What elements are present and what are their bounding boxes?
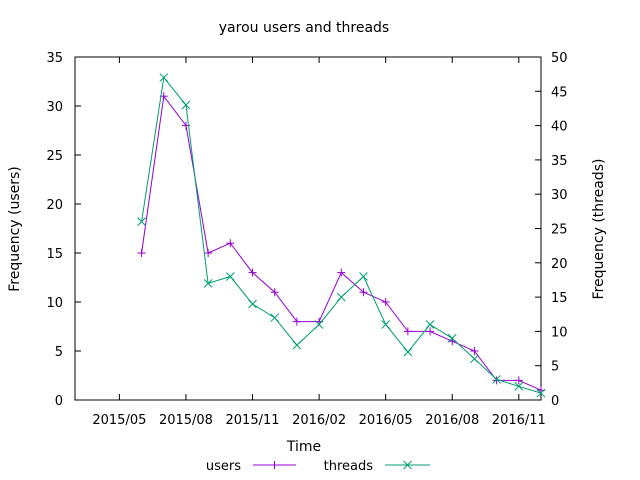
data-point-threads <box>270 313 280 323</box>
y-axis-right-title: Frequency (threads) <box>591 159 607 300</box>
series-layer <box>137 73 546 398</box>
data-point-users <box>137 249 146 257</box>
data-point-users <box>248 268 257 277</box>
y2-tick-label: 30 <box>551 188 568 203</box>
data-point-users <box>403 327 412 336</box>
x-axis-title: Time <box>286 439 321 455</box>
legend-label: threads <box>324 459 374 474</box>
data-point-threads <box>425 320 435 329</box>
x-tick-label: 2016/08 <box>425 413 479 428</box>
series-line-threads <box>141 76 542 394</box>
data-point-users <box>381 298 390 306</box>
series-threads <box>137 73 546 398</box>
y2-tick-label: 45 <box>551 85 568 100</box>
legend-marker <box>270 461 279 469</box>
data-point-threads <box>181 100 191 110</box>
data-point-threads <box>292 340 302 350</box>
data-point-threads <box>470 354 479 364</box>
data-point-users <box>204 249 213 257</box>
y-axis-left-title: Frequency (users) <box>7 166 23 292</box>
data-point-threads <box>514 381 524 391</box>
y2-tick-label: 15 <box>551 291 568 306</box>
x-tick-label: 2015/08 <box>159 413 213 428</box>
y-tick-label: 35 <box>46 51 63 66</box>
legend-item-threads: threads <box>324 459 430 474</box>
y2-tick-label: 25 <box>551 223 568 238</box>
x-tick-label: 2016/11 <box>492 413 546 428</box>
y-tick-label: 30 <box>46 100 63 115</box>
y2-tick-label: 40 <box>551 120 568 135</box>
data-point-users <box>426 327 435 336</box>
x-tick-label: 2016/02 <box>292 413 346 428</box>
data-point-threads <box>248 299 257 309</box>
data-point-threads <box>225 272 235 281</box>
y-axis-right: 0 5 10 15 20 25 30 35 40 45 50 <box>535 51 568 409</box>
x-tick-label: 2015/11 <box>226 413 280 428</box>
y-tick-label: 15 <box>46 247 63 262</box>
data-point-users <box>470 347 479 355</box>
x-axis: 2015/05 2015/08 2015/11 2016/02 2016/05 2016/… <box>92 57 546 428</box>
data-point-threads <box>492 375 501 384</box>
y2-tick-label: 50 <box>551 51 568 66</box>
y2-tick-label: 20 <box>551 257 568 272</box>
legend-label: users <box>206 459 241 474</box>
y-axis-left: 0 5 10 15 20 25 30 35 <box>46 51 81 409</box>
data-point-threads <box>336 292 346 302</box>
data-point-threads <box>447 333 457 343</box>
x-tick-label: 2015/05 <box>92 413 146 428</box>
series-users <box>137 92 545 395</box>
y2-tick-label: 35 <box>551 154 568 169</box>
series-line-users <box>141 94 542 391</box>
data-point-threads <box>159 73 169 82</box>
y-tick-label: 0 <box>55 394 63 409</box>
data-point-users <box>514 376 523 385</box>
data-point-threads <box>203 279 213 288</box>
data-point-threads <box>381 320 391 329</box>
data-point-users <box>292 317 301 326</box>
data-point-threads <box>403 347 413 357</box>
data-point-threads <box>314 320 324 329</box>
y-tick-label: 25 <box>46 149 63 164</box>
y-tick-label: 20 <box>46 198 63 213</box>
data-point-threads <box>137 217 146 226</box>
data-point-threads <box>536 388 546 398</box>
data-point-users <box>337 268 346 277</box>
chart-title: yarou users and threads <box>219 20 389 36</box>
data-point-threads <box>359 272 368 281</box>
y-tick-label: 5 <box>55 345 63 360</box>
y2-tick-label: 10 <box>551 325 568 340</box>
legend-marker <box>403 460 412 470</box>
y2-tick-label: 5 <box>551 360 559 375</box>
x-tick-label: 2016/05 <box>359 413 413 428</box>
y2-tick-label: 0 <box>551 394 559 409</box>
data-point-users <box>226 239 235 248</box>
data-point-users <box>270 288 279 297</box>
data-point-users <box>359 288 368 297</box>
y-tick-label: 10 <box>46 296 63 311</box>
legend: users threads <box>206 459 430 474</box>
legend-item-users: users <box>206 459 296 474</box>
